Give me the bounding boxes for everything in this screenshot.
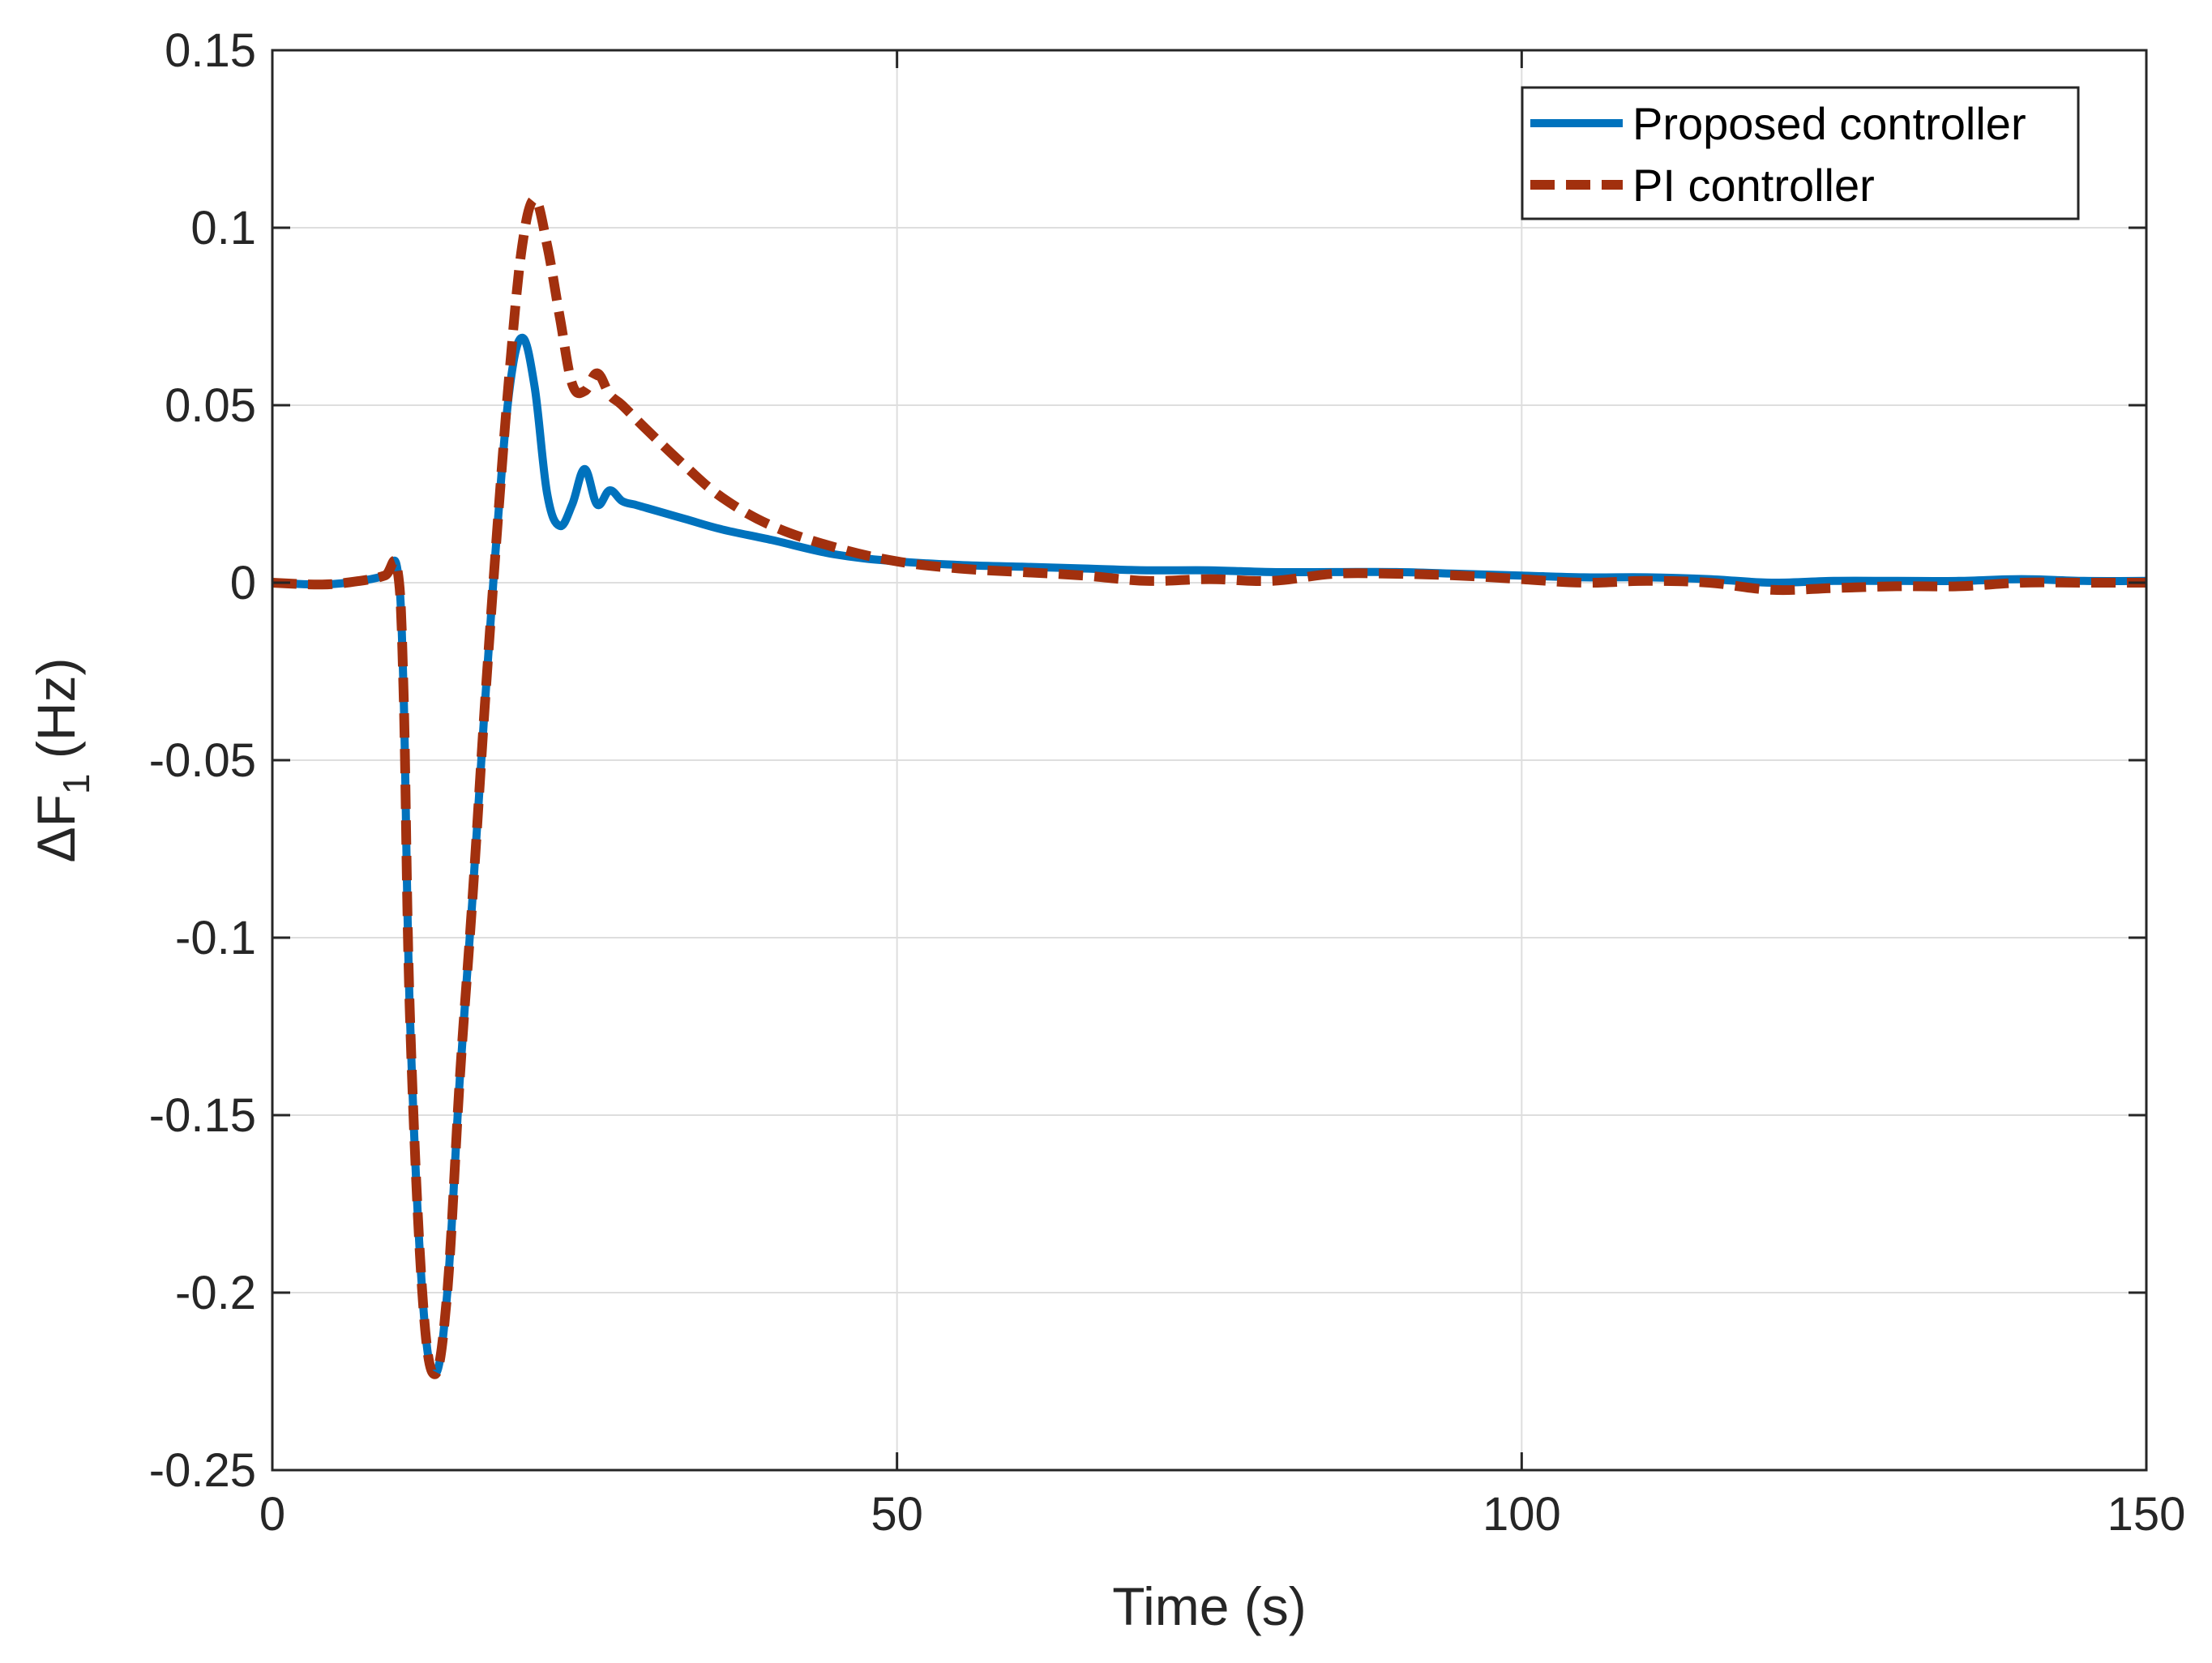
grid-lines <box>272 50 2146 1470</box>
y-axis-title: ΔF1 (Hz) <box>26 658 97 863</box>
series-line-pi-controller <box>272 195 2146 1379</box>
y-tick-label: 0 <box>230 557 256 609</box>
x-tick-label: 0 <box>259 1488 285 1541</box>
legend-label-pi: PI controller <box>1632 160 1875 211</box>
series-layer <box>272 195 2147 1379</box>
x-tick-label: 150 <box>2107 1488 2186 1541</box>
legend-label-proposed: Proposed controller <box>1632 98 2026 149</box>
x-tick-label: 100 <box>1483 1488 1561 1541</box>
tick-layer: 0 50 100 150 0.15 0.1 0.05 0 -0.05 -0.1 -0.15 -0.2 -… <box>149 24 2186 1541</box>
y-tick-label: -0.15 <box>149 1089 256 1142</box>
y-tick-label: 0.15 <box>165 24 256 77</box>
y-tick-label: 0.1 <box>190 202 256 254</box>
x-tick-label: 50 <box>871 1488 923 1541</box>
y-tick-label: 0.05 <box>165 379 256 432</box>
legend-box <box>1521 86 2080 220</box>
y-tick-label: -0.1 <box>175 912 256 964</box>
x-axis-title: Time (s) <box>1112 1576 1307 1636</box>
y-axis-title-subscript: 1 <box>55 773 97 794</box>
legend: Proposed controller PI controller <box>1521 86 2080 220</box>
y-tick-label: -0.05 <box>149 734 256 787</box>
y-tick-label: -0.2 <box>175 1267 256 1319</box>
y-axis-title-prefix: ΔF <box>26 794 86 862</box>
y-tick-label: -0.25 <box>149 1444 256 1497</box>
y-axis-title-suffix: (Hz) <box>26 658 86 774</box>
